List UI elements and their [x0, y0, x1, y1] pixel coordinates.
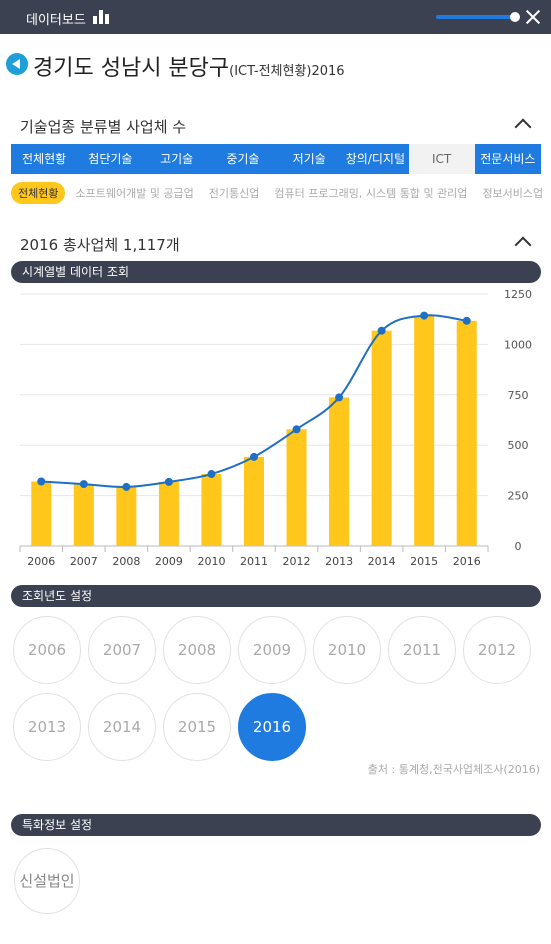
industry-tabs: 전체현황 첨단기술 고기술 중기술 저기술 창의/디지털 ICT 전문서비스: [11, 144, 541, 174]
app-title: 데이터보드: [26, 13, 86, 28]
bar: [414, 315, 435, 546]
chevron-up-icon[interactable]: [515, 117, 529, 131]
year-button-2009[interactable]: 2009: [238, 616, 306, 684]
year-button-2010[interactable]: 2010: [313, 616, 381, 684]
x-tick-label: 2009: [155, 555, 183, 568]
sub-tab-software[interactable]: 소프트웨어개발 및 공급업: [75, 187, 194, 200]
x-tick-label: 2013: [325, 555, 353, 568]
slider-handle[interactable]: [510, 12, 520, 22]
year-selector-label: 조회년도 설정: [11, 585, 541, 607]
data-point: [462, 316, 471, 325]
timeseries-label: 시계열별 데이터 조회: [11, 261, 541, 283]
data-point: [37, 477, 46, 486]
year-button-2011[interactable]: 2011: [388, 616, 456, 684]
year-button-2006[interactable]: 2006: [13, 616, 81, 684]
tab-low[interactable]: 저기술: [292, 152, 326, 166]
y-tick-label: 1000: [504, 338, 532, 351]
year-button-2015[interactable]: 2015: [163, 693, 231, 761]
data-point: [335, 393, 344, 402]
y-tick-label: 250: [508, 490, 529, 503]
special-info-label: 특화정보 설정: [11, 814, 541, 836]
bar: [329, 397, 350, 546]
data-source: 출처 : 통계청,전국사업체조사(2016): [367, 763, 540, 776]
ict-sub-tabs: 전체현황 소프트웨어개발 및 공급업 전기통신업 컴퓨터 프로그래밍, 시스템 …: [11, 182, 551, 204]
year-button-2014[interactable]: 2014: [88, 693, 156, 761]
x-tick-label: 2015: [410, 555, 438, 568]
tab-high[interactable]: 고기술: [160, 152, 194, 166]
new-corporation-button[interactable]: 신설법인: [14, 848, 80, 914]
data-point: [79, 480, 88, 489]
sub-tab-info-services[interactable]: 정보서비스업: [482, 187, 544, 200]
data-point: [292, 425, 301, 434]
bar: [116, 486, 137, 546]
total-section-title: 2016 총사업체 1,117개: [20, 236, 180, 254]
chevron-up-icon[interactable]: [515, 235, 529, 249]
page-title: 경기도 성남시 분당구(ICT-전체현황)2016: [33, 50, 345, 82]
bar: [456, 320, 477, 546]
tab-medium[interactable]: 중기술: [226, 152, 260, 166]
bar: [158, 481, 179, 546]
bar-chart-icon: [93, 10, 109, 24]
page-subtitle: (ICT-전체현황)2016: [229, 64, 345, 79]
bar: [31, 481, 52, 546]
data-point: [377, 326, 386, 335]
data-point: [122, 482, 131, 491]
top-bar: 데이터보드: [0, 0, 551, 34]
sub-tab-telecom[interactable]: 전기통신업: [208, 187, 260, 200]
data-point: [420, 311, 429, 320]
data-point: [207, 470, 216, 479]
bar: [201, 474, 222, 546]
sub-tab-all[interactable]: 전체현황: [11, 182, 66, 204]
bar: [286, 429, 307, 546]
close-icon[interactable]: [524, 8, 542, 26]
data-point: [164, 477, 173, 486]
x-tick-label: 2012: [283, 555, 311, 568]
business-count-chart: 0 250 500 750 1000 1250 2006 2007 2008 2009 2010 20…: [19, 288, 532, 568]
year-button-2016[interactable]: 2016: [238, 693, 306, 761]
bar: [73, 484, 94, 546]
tab-creative-digital[interactable]: 창의/디지털: [345, 152, 405, 166]
x-tick-label: 2011: [240, 555, 268, 568]
y-tick-label: 750: [508, 389, 529, 402]
tab-all[interactable]: 전체현황: [22, 152, 67, 166]
industry-section-title: 기술업종 분류별 사업체 수: [20, 118, 187, 136]
transparency-slider[interactable]: [436, 15, 516, 19]
x-tick-label: 2006: [27, 555, 55, 568]
year-button-2008[interactable]: 2008: [163, 616, 231, 684]
tab-professional-services[interactable]: 전문서비스: [480, 152, 536, 166]
y-tick-label: 1250: [504, 288, 532, 301]
bar: [371, 330, 392, 546]
bar: [244, 456, 264, 546]
sub-tab-programming[interactable]: 컴퓨터 프로그래밍, 시스템 통합 및 관리업: [274, 187, 468, 200]
y-tick-label: 0: [515, 540, 522, 553]
y-tick-label: 500: [508, 439, 529, 452]
x-tick-label: 2014: [368, 555, 396, 568]
tab-ict[interactable]: ICT: [408, 144, 475, 174]
back-button[interactable]: [6, 53, 28, 75]
year-button-2007[interactable]: 2007: [88, 616, 156, 684]
x-tick-label: 2008: [112, 555, 140, 568]
x-tick-label: 2016: [453, 555, 481, 568]
year-button-2012[interactable]: 2012: [463, 616, 531, 684]
year-button-2013[interactable]: 2013: [13, 693, 81, 761]
region-name: 경기도 성남시 분당구: [33, 56, 230, 81]
x-tick-label: 2007: [70, 555, 98, 568]
x-tick-label: 2010: [197, 555, 225, 568]
tab-hightech[interactable]: 첨단기술: [88, 152, 133, 166]
data-point: [250, 452, 258, 461]
